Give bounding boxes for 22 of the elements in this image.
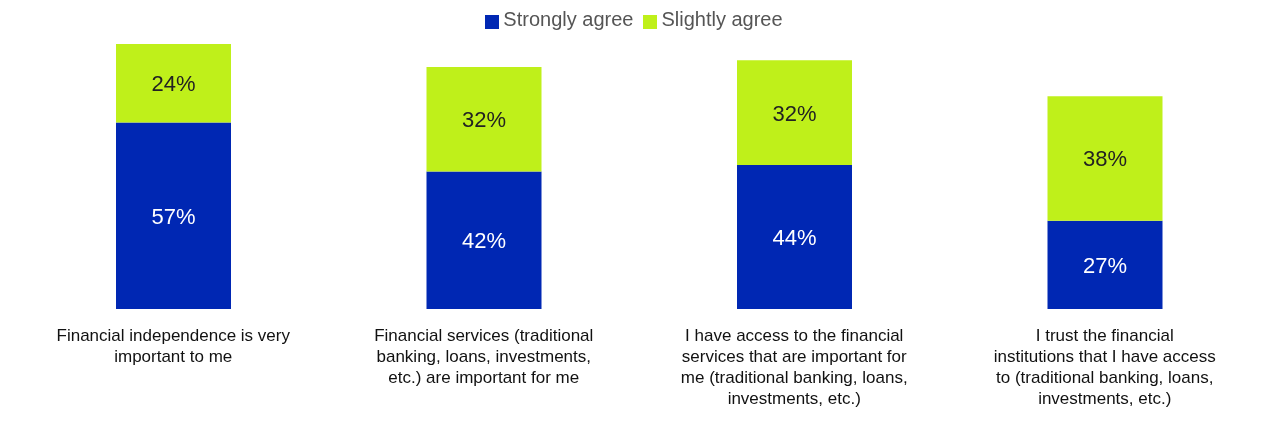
x-tick-label: I have access to the financial services that are important for me (traditional banking, loans, investments, etc.) [680, 326, 908, 408]
data-label: 57% [151, 203, 196, 229]
bar [737, 60, 852, 166]
legend-label: Slightly agree [661, 8, 783, 30]
bar [1047, 220, 1163, 309]
bar [426, 171, 542, 309]
x-tick-label: Financial independence is very important to me [56, 326, 291, 366]
legend-label: Strongly agree [503, 8, 634, 30]
data-label: 44% [772, 224, 817, 250]
data-label: 24% [151, 71, 196, 97]
data-label: 38% [1082, 146, 1128, 172]
bar [426, 66, 542, 172]
data-label: 27% [1082, 252, 1128, 278]
bar [116, 44, 231, 123]
data-label: 32% [772, 100, 817, 126]
bar [737, 165, 852, 309]
data-label: 42% [461, 228, 507, 254]
data-label: 32% [461, 107, 507, 133]
x-tick-label: Financial services (traditional banking, loans, investments, etc.) are important for me [374, 326, 594, 387]
bar [116, 122, 231, 309]
bar [1047, 96, 1163, 221]
x-tick-label: I trust the financial institutions that I have access to (traditional banking, loans, investments, etc.) [993, 326, 1216, 408]
